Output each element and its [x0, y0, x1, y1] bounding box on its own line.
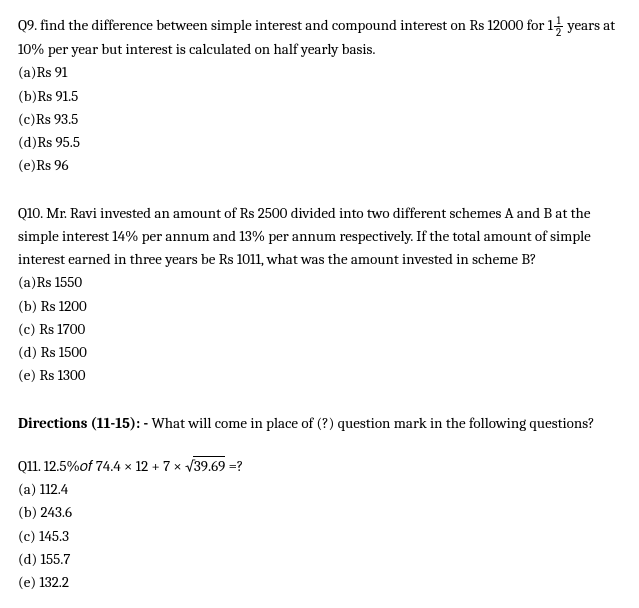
option-d: (d) 155.7 [18, 548, 621, 571]
option-c: (c) Rs 1700 [18, 318, 621, 341]
question-9-options: (a)Rs 91 (b)Rs 91.5 (c)Rs 93.5 (d)Rs 95.… [18, 61, 621, 177]
directions-text: What will come in place of (?) question … [151, 414, 594, 432]
question-11-text: Q11. 12.5%𝑜𝑓 74.4 × 12 + 7 × √39.69 =? [18, 455, 621, 478]
directions-11-15: Directions (11-15): - What will come in … [18, 412, 621, 435]
q9-denominator: 2 [554, 27, 563, 38]
q11-lead: Q11. 12.5%𝑜𝑓 74.4 × 12 + 7 × [18, 457, 185, 475]
option-d: (d) Rs 1500 [18, 341, 621, 364]
q11-tail: =? [225, 457, 243, 475]
option-c: (c) 145.3 [18, 525, 621, 548]
q9-mixed-whole: 1 [548, 16, 553, 34]
option-a: (a)Rs 91 [18, 61, 621, 84]
option-b: (b) 243.6 [18, 501, 621, 524]
option-a: (a) 112.4 [18, 478, 621, 501]
option-b: (b) Rs 1200 [18, 295, 621, 318]
option-a: (a)Rs 1550 [18, 271, 621, 294]
q9-prefix: Q9. find the difference between simple i… [18, 16, 548, 34]
option-e: (e)Rs 96 [18, 154, 621, 177]
option-e: (e) 132.2 [18, 571, 621, 594]
option-b: (b)Rs 91.5 [18, 85, 621, 108]
option-c: (c)Rs 93.5 [18, 108, 621, 131]
q9-fraction: 12 [554, 15, 563, 38]
q9-mixed-fraction: 112 [548, 16, 565, 34]
question-10-options: (a)Rs 1550 (b) Rs 1200 (c) Rs 1700 (d) R… [18, 271, 621, 387]
option-e: (e) Rs 1300 [18, 364, 621, 387]
question-10: Q10. Mr. Ravi invested an amount of Rs 2… [18, 202, 621, 388]
question-9-text: Q9. find the difference between simple i… [18, 14, 621, 61]
question-9: Q9. find the difference between simple i… [18, 14, 621, 178]
question-11-options: (a) 112.4 (b) 243.6 (c) 145.3 (d) 155.7 … [18, 478, 621, 594]
question-10-text: Q10. Mr. Ravi invested an amount of Rs 2… [18, 202, 621, 272]
directions-label: Directions (11-15): - [18, 414, 151, 432]
option-d: (d)Rs 95.5 [18, 131, 621, 154]
sqrt-value: 39.69 [193, 456, 225, 475]
question-11: Q11. 12.5%𝑜𝑓 74.4 × 12 + 7 × √39.69 =? (… [18, 455, 621, 595]
